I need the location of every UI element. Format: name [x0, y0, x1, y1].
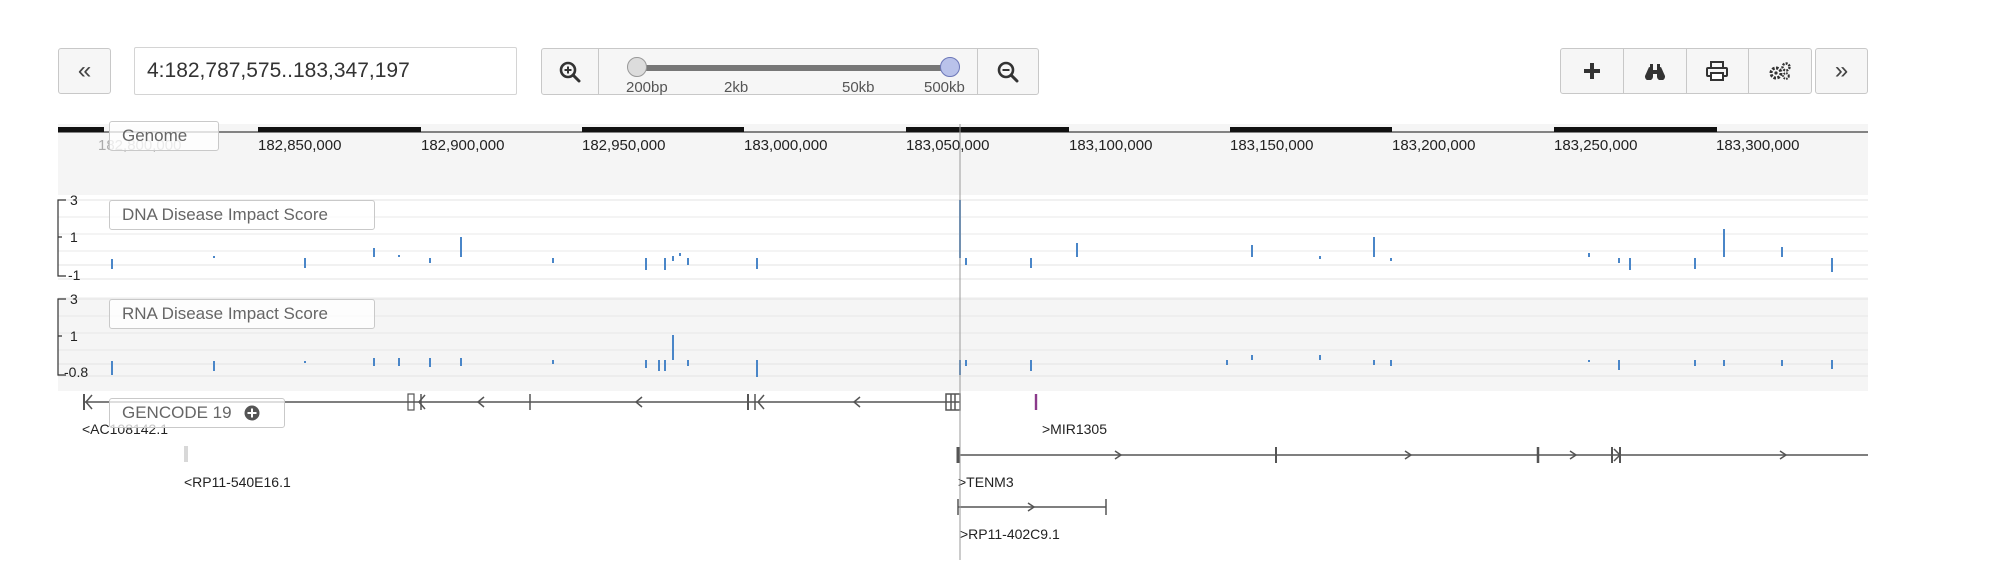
gencode-track: [83, 393, 1868, 515]
gene-tenm3[interactable]: [956, 447, 1868, 463]
scroll-right-button[interactable]: »: [1815, 48, 1868, 94]
zoom-control: 200bp 2kb 50kb 500kb: [541, 48, 1039, 96]
dna-track-label[interactable]: DNA Disease Impact Score: [109, 200, 375, 230]
ruler-segments: [58, 127, 1868, 133]
rna-track-label[interactable]: RNA Disease Impact Score: [109, 299, 375, 329]
rna-label-text: RNA Disease Impact Score: [122, 304, 328, 323]
ruler-label: 182,950,000: [582, 137, 665, 154]
zoom-in-button[interactable]: [542, 49, 599, 94]
gene-label[interactable]: >TENM3: [958, 474, 1014, 490]
zoom-label-50kb: 50kb: [842, 79, 875, 96]
dna-axis-max: 3: [70, 192, 78, 208]
ruler-label: 182,850,000: [258, 137, 341, 154]
genome-label-text: Genome: [122, 126, 188, 145]
zoom-slider-min-handle[interactable]: [627, 57, 647, 77]
zoom-label-200bp: 200bp: [626, 79, 668, 96]
ruler-label: 182,900,000: [421, 137, 504, 154]
gene-label[interactable]: >MIR1305: [1042, 421, 1107, 437]
rna-axis-mid: 1: [70, 328, 78, 344]
print-icon: [1706, 61, 1729, 81]
rna-axis-max: 3: [70, 291, 78, 307]
zoom-out-icon: [997, 61, 1019, 82]
rna-score-bars: [111, 335, 1833, 377]
ruler-label: 183,000,000: [744, 137, 827, 154]
gene-rp11-402c9[interactable]: [957, 499, 1107, 515]
gencode-track-label[interactable]: GENCODE 19: [109, 398, 285, 428]
double-chevron-right-icon: »: [1834, 57, 1849, 84]
search-button[interactable]: [1624, 49, 1687, 93]
double-chevron-left-icon: «: [77, 57, 92, 84]
gene-labels: <AC108142.1 >MIR1305<RP11-540E16.1 >TENM3>…: [82, 421, 1107, 542]
location-input[interactable]: [134, 47, 517, 95]
ruler-label: 183,200,000: [1392, 137, 1475, 154]
scroll-left-button[interactable]: «: [58, 48, 111, 94]
zoom-out-button[interactable]: [977, 49, 1038, 94]
dna-axis-min: -1: [68, 267, 81, 283]
gears-icon: [1769, 62, 1791, 80]
plus-icon: [1583, 63, 1600, 79]
gene-label[interactable]: <RP11-540E16.1: [184, 474, 291, 490]
genome-track-label[interactable]: Genome: [109, 121, 219, 151]
gencode-label-text: GENCODE 19: [122, 403, 232, 422]
print-button[interactable]: [1687, 49, 1750, 93]
genome-track-background: [58, 124, 1868, 195]
dna-axis-mid: 1: [70, 229, 78, 245]
zoom-in-icon: [559, 61, 581, 82]
ruler-label: 183,150,000: [1230, 137, 1313, 154]
tool-buttons: [1560, 48, 1812, 94]
add-circle-icon[interactable]: [244, 405, 260, 421]
ruler-label: 183,300,000: [1716, 137, 1799, 154]
ruler-label: 183,250,000: [1554, 137, 1637, 154]
ruler-label: 183,100,000: [1069, 137, 1152, 154]
ruler-label: 183,050,000: [906, 137, 989, 154]
gene-label[interactable]: >RP11-402C9.1: [960, 526, 1060, 542]
dna-label-text: DNA Disease Impact Score: [122, 205, 328, 224]
zoom-label-500kb: 500kb: [924, 79, 965, 96]
zoom-slider-track[interactable]: [635, 65, 953, 71]
settings-button[interactable]: [1749, 49, 1811, 93]
zoom-label-2kb: 2kb: [724, 79, 749, 96]
zoom-slider-max-handle[interactable]: [940, 57, 960, 77]
rna-axis-min: -0.8: [64, 364, 88, 380]
add-track-button[interactable]: [1561, 49, 1624, 93]
binoculars-icon: [1644, 64, 1665, 80]
